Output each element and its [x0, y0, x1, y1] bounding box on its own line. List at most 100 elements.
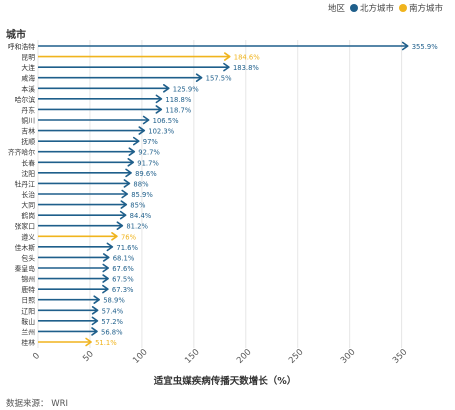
data-label: 106.5% — [153, 117, 179, 125]
bar-arrow-head — [93, 295, 100, 305]
bar-arrow-head — [155, 105, 163, 114]
bar-arrow-head — [123, 179, 131, 188]
category-label: 大连 — [21, 63, 35, 72]
bar-arrow-head — [223, 52, 231, 61]
legend-north-swatch — [349, 4, 358, 12]
bar-arrow-head — [102, 284, 109, 294]
data-label: 57.4% — [102, 307, 124, 315]
data-label: 71.6% — [116, 244, 138, 252]
bar-arrow-head — [102, 274, 109, 283]
data-label: 67.5% — [112, 276, 134, 284]
category-label: 秦皇岛 — [15, 264, 36, 273]
x-axis-title: 适宜虫媒疾病传播天数增长（%） — [154, 375, 297, 387]
bar-arrow-head — [138, 126, 146, 135]
category-label: 遵义 — [21, 232, 35, 241]
data-label: 125.9% — [173, 85, 199, 93]
category-label: 张家口 — [15, 222, 35, 231]
data-label: 84.4% — [130, 212, 152, 220]
category-label: 兰州 — [21, 327, 35, 336]
bar-arrow-head — [85, 337, 92, 347]
category-label: 鹿特 — [21, 285, 35, 294]
bar-arrow-head — [223, 62, 230, 72]
category-label: 丹东 — [21, 105, 35, 114]
legend-south-swatch — [398, 4, 407, 12]
bar-arrow-head — [111, 231, 118, 241]
bar-arrow-head — [102, 253, 110, 262]
category-label: 铜川 — [21, 116, 35, 125]
legend-item-north[interactable]: 北方城市 — [349, 2, 394, 14]
y-axis-title: 城市 — [6, 30, 26, 41]
category-label: 包头 — [21, 253, 35, 262]
category-label: 齐齐哈尔 — [8, 148, 35, 157]
bar-arrow-head — [121, 189, 129, 199]
data-label: 102.3% — [148, 128, 174, 136]
data-label: 88% — [133, 180, 149, 188]
data-label: 92.7% — [138, 149, 160, 157]
data-label: 81.2% — [126, 223, 148, 231]
category-label: 佳木斯 — [15, 243, 36, 252]
data-label: 118.8% — [165, 96, 191, 104]
data-label: 85.9% — [131, 191, 153, 199]
category-label: 大同 — [21, 201, 35, 210]
legend-north-label: 北方城市 — [359, 4, 394, 14]
data-label: 183.8% — [233, 64, 259, 72]
x-tick-label: 0 — [31, 351, 42, 362]
data-label: 67.6% — [112, 265, 134, 273]
bar-arrow-head — [119, 210, 127, 220]
data-label: 85% — [130, 202, 146, 210]
bar-arrow-head — [401, 41, 409, 51]
legend: 地区 北方城市 南方城市 — [328, 2, 443, 14]
bar-arrow-head — [102, 263, 110, 273]
data-label: 157.5% — [206, 75, 232, 83]
bar-arrow-head — [91, 305, 99, 315]
category-label: 桂林 — [21, 338, 35, 347]
x-tick-label: 100 — [131, 347, 150, 366]
x-tick-label: 150 — [183, 347, 202, 366]
category-label: 长春 — [21, 158, 35, 167]
legend-item-south[interactable]: 南方城市 — [398, 2, 443, 14]
category-label: 锦州 — [21, 275, 35, 284]
data-label: 68.1% — [113, 254, 135, 262]
category-label: 长治 — [21, 190, 35, 199]
bar-arrow-head — [128, 147, 136, 157]
bar-arrow-head — [120, 200, 128, 209]
category-label: 辽阳 — [21, 306, 35, 315]
bar-arrow-head — [127, 157, 135, 167]
bar-arrow-head — [116, 221, 124, 231]
bar-arrow-head — [162, 83, 170, 93]
bar-arrow-head — [155, 94, 163, 104]
category-label: 咸海 — [21, 74, 35, 83]
category-label: 本溪 — [21, 84, 35, 93]
data-label: 56.8% — [101, 328, 123, 336]
category-label: 鹤岗 — [21, 211, 35, 220]
x-tick-label: 50 — [81, 349, 96, 364]
bar-arrow-head — [91, 316, 99, 326]
data-label: 89.6% — [135, 170, 157, 178]
data-label: 76% — [121, 233, 137, 241]
category-label: 沈阳 — [21, 169, 35, 178]
x-tick-label: 250 — [287, 347, 306, 366]
x-tick-label: 300 — [339, 347, 358, 366]
legend-title: 地区 — [327, 4, 345, 14]
bar-arrow-head — [195, 73, 203, 83]
data-label: 67.3% — [112, 286, 134, 294]
x-tick-label: 200 — [235, 347, 254, 366]
bar-arrow-head — [106, 242, 114, 252]
data-label: 58.9% — [103, 297, 125, 305]
category-label: 鞍山 — [21, 317, 35, 326]
bar-arrow-head — [125, 168, 132, 178]
bar-arrow-head — [142, 115, 150, 125]
x-tick-label: 350 — [391, 347, 410, 366]
legend-south-label: 南方城市 — [408, 4, 443, 14]
category-label: 昆明 — [21, 54, 35, 62]
category-label: 日照 — [21, 297, 35, 305]
category-label: 牡丹江 — [15, 179, 36, 188]
category-label: 吉林 — [21, 127, 35, 136]
data-label: 91.7% — [137, 159, 159, 167]
category-label: 呼和浩特 — [8, 42, 35, 51]
category-label: 抚顺 — [21, 137, 35, 146]
data-label: 57.2% — [101, 318, 123, 326]
bar-arrow-head — [132, 136, 140, 146]
data-label: 97% — [143, 138, 159, 146]
